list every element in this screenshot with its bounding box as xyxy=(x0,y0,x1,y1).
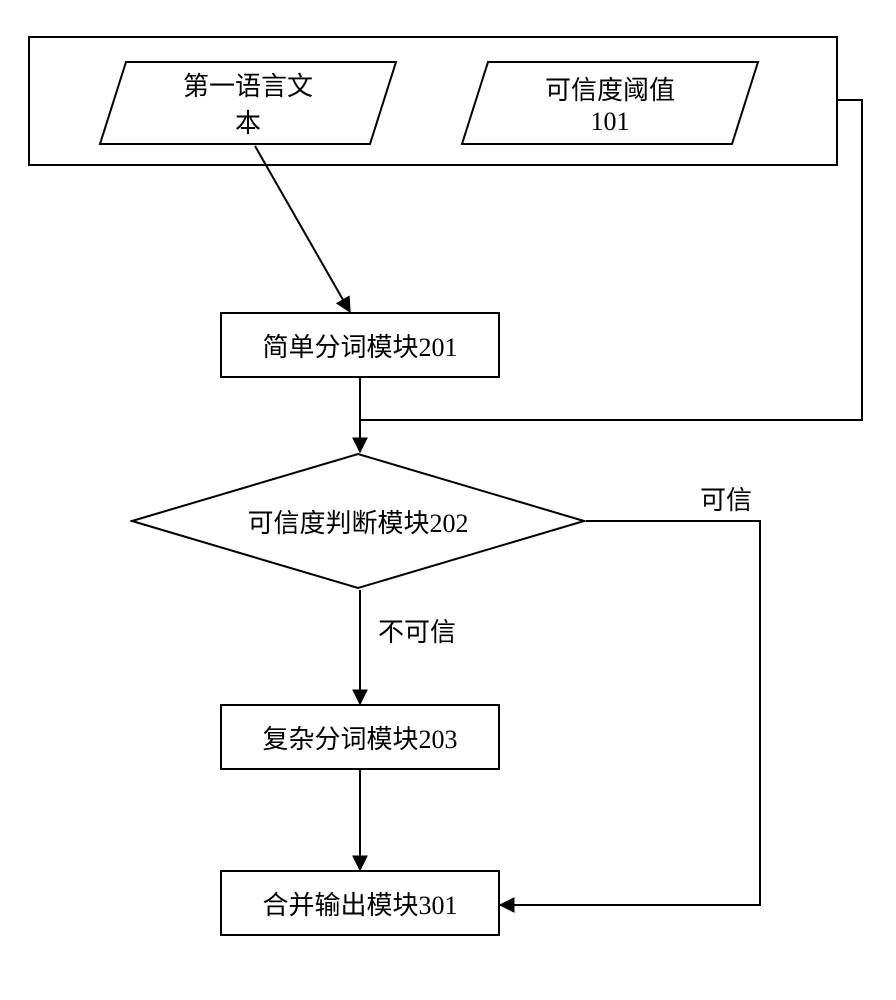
node-merge-output: 合并输出模块301 xyxy=(220,870,500,936)
node-complex-segmentation: 复杂分词模块203 xyxy=(220,704,500,770)
input-threshold-line1: 可信度阈值 xyxy=(545,76,675,105)
simple-seg-label: 简单分词模块201 xyxy=(262,327,457,364)
merge-out-label: 合并输出模块301 xyxy=(262,885,457,922)
edge-label-untrusted-text: 不可信 xyxy=(378,618,456,647)
complex-seg-label: 复杂分词模块203 xyxy=(262,719,457,756)
input-first-language-text: 第一语言文 本 xyxy=(98,60,398,146)
input-text-line2: 本 xyxy=(235,109,261,138)
edge-label-trusted: 可信 xyxy=(700,480,752,517)
flowchart-canvas: 第一语言文 本 可信度阈值 101 简单分词模块201 可信度判断模块202 复… xyxy=(0,0,896,1000)
node-simple-segmentation: 简单分词模块201 xyxy=(220,312,500,378)
edge-label-untrusted: 不可信 xyxy=(378,612,456,649)
node-credibility-judge: 可信度判断模块202 xyxy=(130,452,586,590)
input-credibility-threshold: 可信度阈值 101 xyxy=(460,60,760,146)
input-text-line1: 第一语言文 xyxy=(183,72,313,101)
edge-input-to-simple xyxy=(255,146,350,312)
input-threshold-line2: 101 xyxy=(590,107,629,136)
edge-label-trusted-text: 可信 xyxy=(700,486,752,515)
cred-judge-label: 可信度判断模块202 xyxy=(247,503,468,540)
